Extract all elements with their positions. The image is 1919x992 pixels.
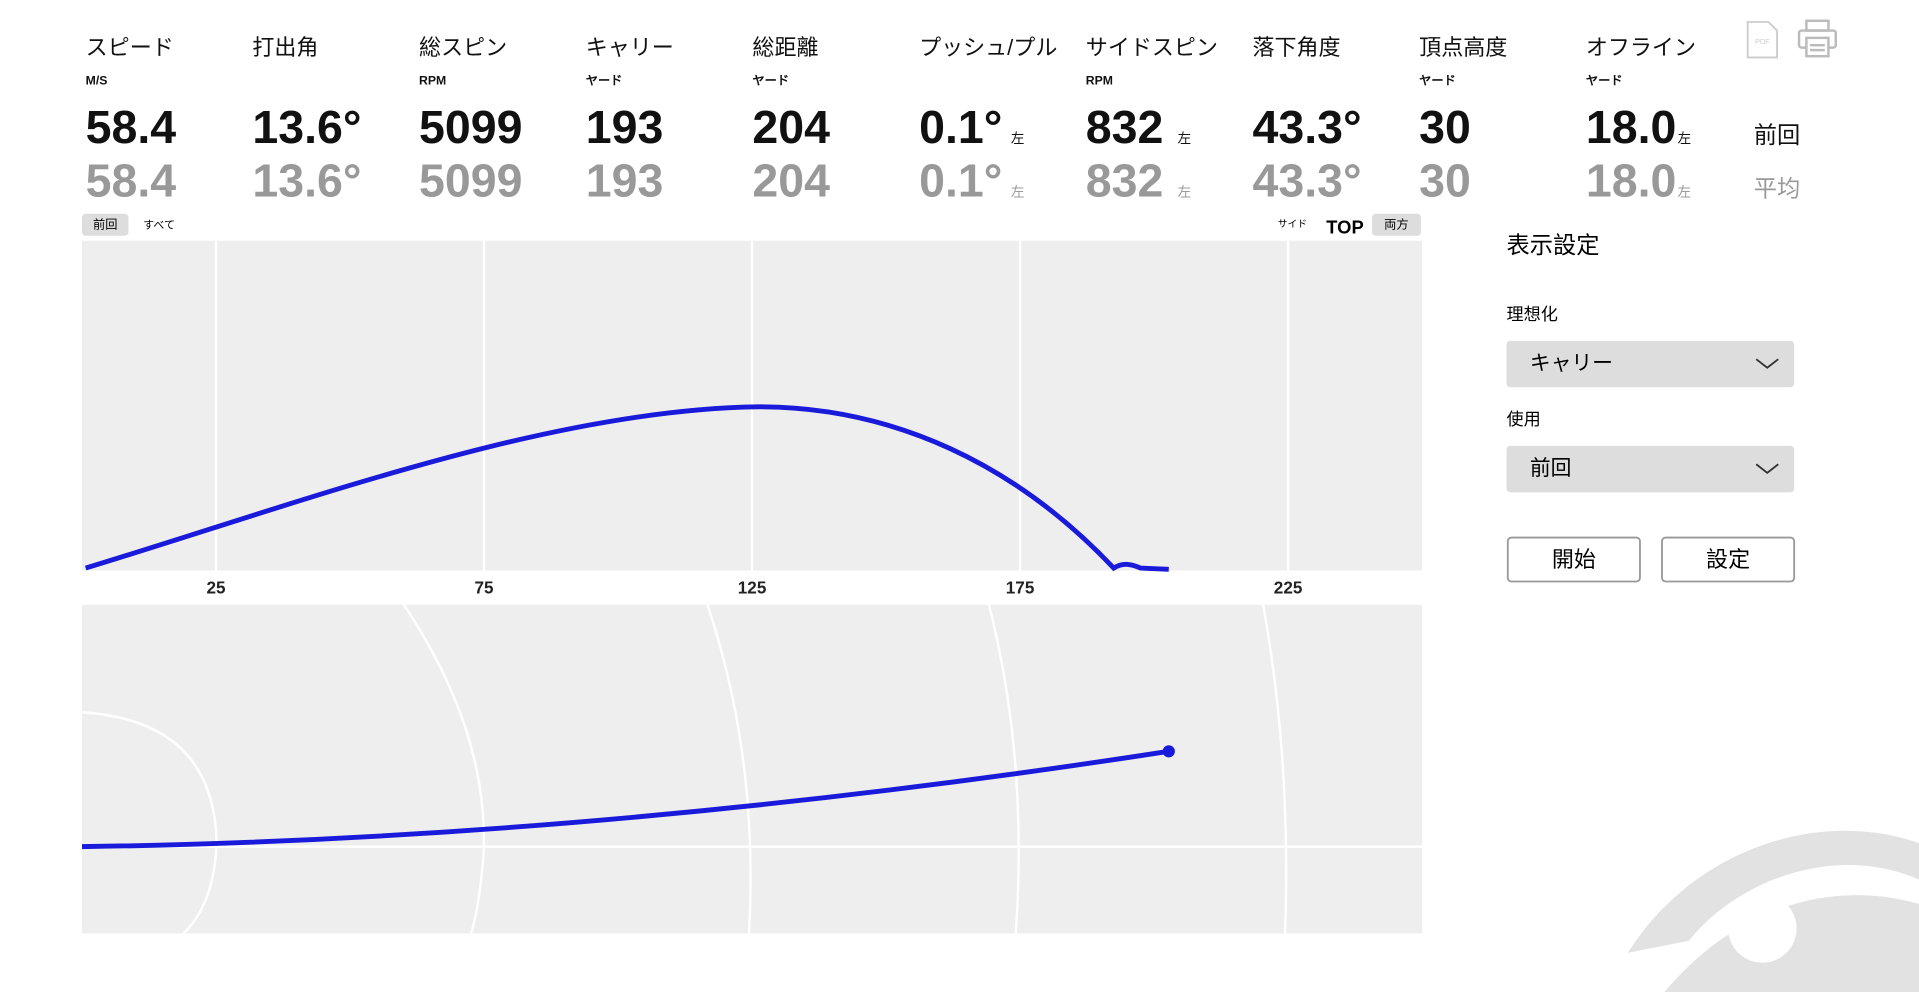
x-tick-label: 125: [738, 579, 767, 598]
settings-title: 表示設定: [1507, 232, 1600, 258]
metric-direction: 左: [1178, 185, 1191, 200]
metric-label: 落下角度: [1252, 35, 1340, 60]
dropdown-arrow: [1755, 463, 1779, 474]
field-label: 理想化: [1507, 305, 1558, 324]
row-label: 前回: [1754, 122, 1800, 148]
dropdown-arrow: [1755, 358, 1779, 369]
metric-label: 総距離: [752, 35, 818, 60]
metric-last: 13.6°: [252, 101, 361, 153]
x-tick-label: 225: [1274, 579, 1303, 598]
metric-avg: 43.3°: [1252, 155, 1361, 207]
x-tick-label: 75: [475, 579, 495, 598]
metric-direction: 左: [1011, 185, 1024, 200]
dropdown-value[interactable]: 前回: [1530, 457, 1572, 480]
metric-label: プッシュ/プル: [919, 35, 1057, 60]
metric-avg: 13.6°: [252, 155, 361, 207]
metric-last: 18.0: [1586, 101, 1677, 153]
metric-unit: ヤード: [1586, 73, 1623, 87]
tab-active[interactable]: [81, 213, 129, 236]
metric-label: サイドスピン: [1086, 35, 1218, 60]
metric-label: 総スピン: [419, 35, 507, 60]
dropdown[interactable]: [1506, 340, 1795, 388]
metric-label: 頂点高度: [1419, 35, 1507, 60]
dropdown[interactable]: [1506, 445, 1795, 493]
tab[interactable]: 両方: [1384, 216, 1408, 231]
metric-avg: 0.1°: [919, 155, 1002, 207]
metric-label: スピード: [86, 35, 174, 60]
metric-unit: ヤード: [1419, 73, 1456, 87]
metric-last: 5099: [419, 101, 522, 153]
tab-active[interactable]: [1371, 213, 1421, 236]
trajectory-side: [84, 404, 1169, 572]
pdf-icon[interactable]: PDF: [1746, 21, 1778, 59]
x-tick-label: 25: [206, 579, 226, 598]
metric-avg: 832: [1086, 155, 1164, 207]
metric-direction: 左: [1178, 131, 1191, 146]
metric-avg: 204: [752, 155, 830, 207]
print-icon[interactable]: [1797, 19, 1838, 58]
x-tick-label: 175: [1006, 579, 1035, 598]
metric-direction: 左: [1678, 131, 1691, 146]
distance-arcs: [81, 604, 1423, 935]
metric-unit: ヤード: [586, 73, 623, 87]
metric-last: 193: [586, 101, 664, 153]
metric-avg: 18.0: [1586, 155, 1677, 207]
trajectory-top: [81, 748, 1170, 850]
metric-last: 832: [1086, 101, 1164, 153]
tab[interactable]: TOP: [1326, 216, 1363, 237]
row-label: 平均: [1754, 176, 1800, 202]
metric-last: 58.4: [86, 101, 177, 153]
metric-last: 204: [752, 101, 830, 153]
pdf-label: PDF: [1755, 37, 1770, 46]
tab[interactable]: 前回: [93, 216, 117, 231]
metric-unit: M/S: [86, 73, 108, 87]
metric-label: オフライン: [1586, 35, 1696, 60]
metric-unit: RPM: [1086, 73, 1113, 87]
metric-avg: 5099: [419, 155, 522, 207]
metric-last: 43.3°: [1252, 101, 1361, 153]
metric-avg: 30: [1419, 155, 1471, 207]
button-label[interactable]: 開始: [1552, 547, 1596, 572]
landing-point: [1162, 745, 1175, 758]
top-view: [81, 604, 1423, 934]
metric-direction: 左: [1678, 185, 1691, 200]
metric-last: 0.1°: [919, 101, 1002, 153]
dropdown-value[interactable]: キャリー: [1530, 352, 1613, 375]
metric-unit: RPM: [419, 73, 446, 87]
tab[interactable]: すべて: [143, 218, 175, 231]
logo: [1627, 830, 1919, 992]
metric-last: 30: [1419, 101, 1471, 153]
metric-label: キャリー: [586, 35, 674, 60]
tab[interactable]: サイド: [1278, 218, 1307, 230]
metric-avg: 193: [586, 155, 664, 207]
button[interactable]: [1506, 536, 1641, 583]
button-label[interactable]: 設定: [1706, 547, 1750, 572]
metric-direction: 左: [1011, 131, 1024, 146]
metric-label: 打出角: [252, 35, 318, 60]
metric-unit: ヤード: [752, 73, 789, 87]
field-label: 使用: [1507, 409, 1541, 429]
button[interactable]: [1661, 536, 1796, 583]
metric-avg: 58.4: [86, 155, 177, 207]
